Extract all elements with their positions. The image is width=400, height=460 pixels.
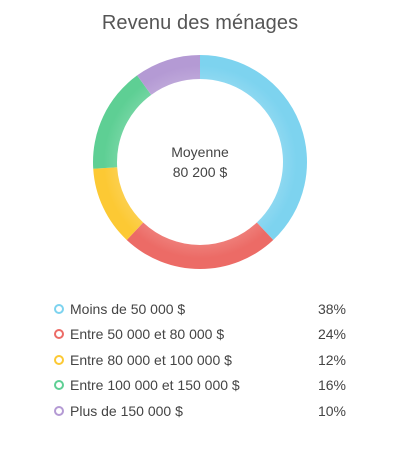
legend-item[interactable]: Entre 100 000 et 150 000 $ 16% xyxy=(54,373,346,399)
legend-item[interactable]: Entre 50 000 et 80 000 $ 24% xyxy=(54,322,346,348)
donut-slice-4[interactable] xyxy=(93,75,152,169)
legend-value: 24% xyxy=(317,326,346,343)
legend: Moins de 50 000 $ 38% Entre 50 000 et 80 0… xyxy=(54,296,346,424)
legend-marker-icon xyxy=(54,329,64,340)
legend-item[interactable]: Entre 80 000 et 100 000 $ 12% xyxy=(54,347,346,373)
center-value: 80 200 $ xyxy=(172,164,228,180)
legend-marker-icon xyxy=(54,405,64,416)
legend-label: Plus de 150 000 $ xyxy=(70,402,183,419)
donut-slice-1[interactable] xyxy=(200,55,308,240)
legend-item[interactable]: Plus de 150 000 $ 10% xyxy=(54,398,346,424)
legend-marker-icon xyxy=(54,303,64,314)
legend-value: 10% xyxy=(317,402,346,419)
legend-value: 12% xyxy=(317,351,346,368)
donut-chart xyxy=(93,55,308,269)
donut-slice-5[interactable] xyxy=(137,55,200,95)
legend-label: Entre 80 000 et 100 000 $ xyxy=(70,351,232,368)
legend-value: 38% xyxy=(317,300,346,317)
legend-marker-icon xyxy=(54,354,64,365)
donut-svg xyxy=(93,55,308,269)
legend-marker-icon xyxy=(54,380,64,391)
donut-slice-2[interactable] xyxy=(126,222,274,269)
legend-label: Entre 50 000 et 80 000 $ xyxy=(70,326,225,343)
legend-item[interactable]: Moins de 50 000 $ 38% xyxy=(54,296,346,322)
legend-label: Moins de 50 000 $ xyxy=(70,300,186,317)
donut-slice-3[interactable] xyxy=(93,167,144,240)
chart-title: Revenu des ménages xyxy=(101,12,299,34)
legend-label: Entre 100 000 et 150 000 $ xyxy=(70,377,240,394)
center-label: Moyenne xyxy=(171,144,229,160)
legend-value: 16% xyxy=(317,377,346,394)
